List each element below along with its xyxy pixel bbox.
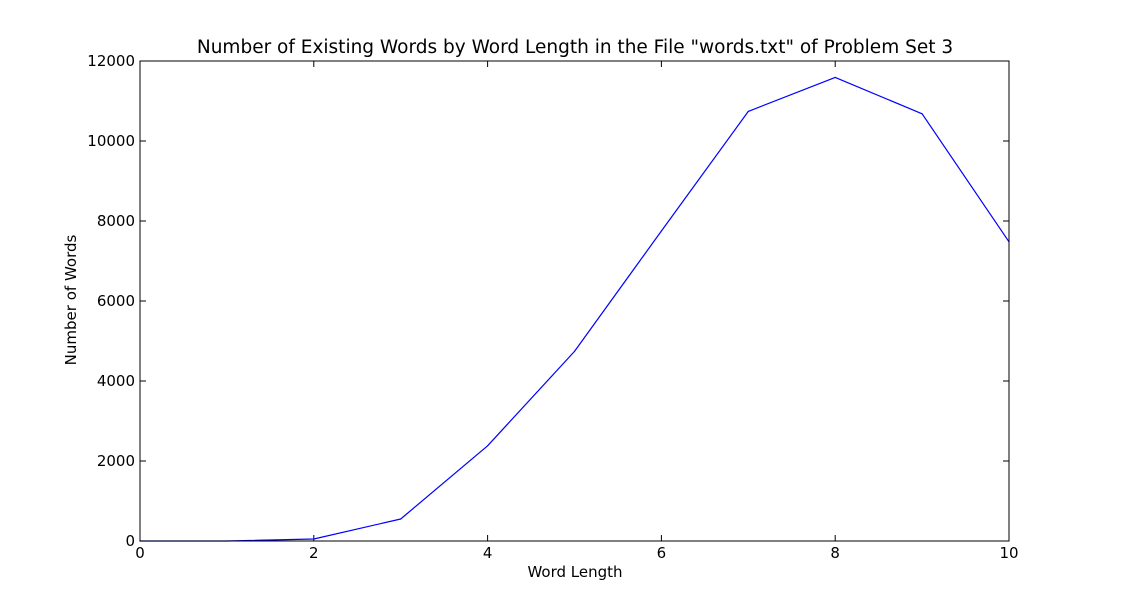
data-point bbox=[487, 445, 489, 447]
xtick-label: 6 bbox=[657, 544, 667, 562]
ytick-label: 12000 bbox=[87, 52, 135, 70]
data-point bbox=[834, 76, 836, 78]
xtick-label: 2 bbox=[309, 544, 319, 562]
x-axis-label: Word Length bbox=[527, 563, 622, 581]
ytick-labels: 0 2000 4000 6000 8000 10000 12000 bbox=[87, 52, 135, 550]
data-point bbox=[921, 113, 923, 115]
ytick-label: 6000 bbox=[97, 292, 135, 310]
ytick-label: 2000 bbox=[97, 452, 135, 470]
xtick-label: 0 bbox=[135, 544, 145, 562]
ytick-label: 8000 bbox=[97, 212, 135, 230]
chart-title: Number of Existing Words by Word Length … bbox=[197, 37, 953, 58]
xtick-label: 4 bbox=[483, 544, 493, 562]
data-point bbox=[573, 350, 576, 352]
xtick-labels: 0 2 4 6 8 10 bbox=[135, 544, 1018, 562]
data-point bbox=[400, 518, 402, 520]
series-line bbox=[140, 76, 1010, 542]
ytick-label: 0 bbox=[125, 532, 135, 550]
plot-series bbox=[139, 76, 1010, 542]
plot-frame bbox=[139, 60, 1010, 542]
ytick-label: 10000 bbox=[87, 132, 135, 150]
data-point bbox=[660, 230, 663, 232]
ytick-label: 4000 bbox=[97, 372, 135, 390]
data-point bbox=[313, 538, 315, 540]
data-point bbox=[747, 110, 749, 112]
xtick-label: 10 bbox=[999, 544, 1018, 562]
tick-marks bbox=[139, 60, 1010, 542]
xtick-label: 8 bbox=[830, 544, 840, 562]
y-axis-label: Number of Words bbox=[62, 235, 80, 366]
